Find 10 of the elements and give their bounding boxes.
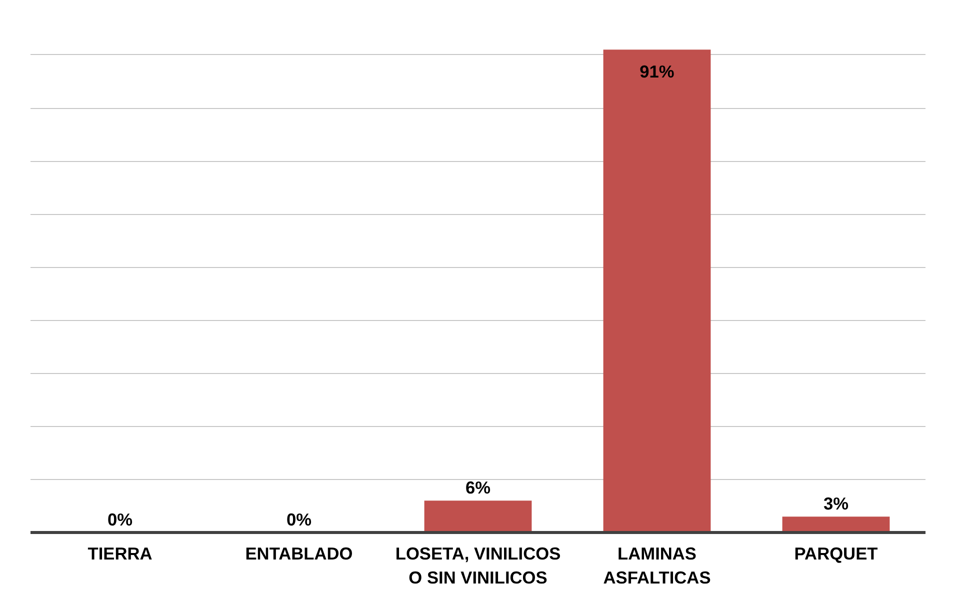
data-label: 91% — [640, 62, 674, 82]
data-label: 6% — [465, 478, 491, 498]
data-label: 0% — [107, 510, 133, 530]
data-label: 0% — [286, 510, 312, 530]
x-tick-label: TIERRA — [88, 544, 153, 564]
x-tick-label: LAMINAS ASFALTICAS — [603, 544, 711, 588]
x-tick-label: PARQUET — [794, 544, 878, 564]
x-tick-label: ENTABLADO — [245, 544, 353, 564]
data-label: 3% — [823, 494, 849, 514]
x-tick-label: LOSETA, VINILICOS O SIN VINILICOS — [395, 544, 561, 588]
